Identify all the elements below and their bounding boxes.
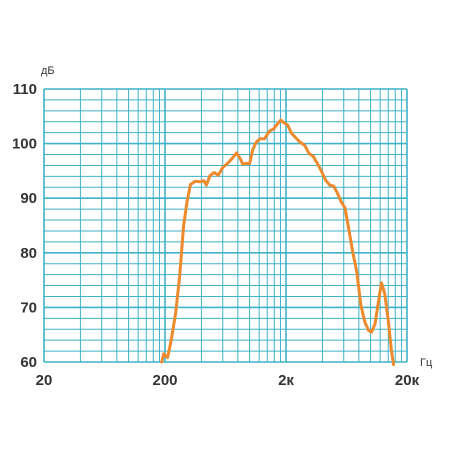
series-layer [160,118,396,367]
y-tick-label: 110 [13,81,37,98]
y-tick-label: 90 [20,190,37,207]
y-tick-label: 80 [20,245,37,262]
x-tick-label: 200 [152,372,177,389]
x-tick-label: 2к [278,372,294,389]
y-tick-label: 70 [20,299,37,316]
axis-labels: 60 70 80 90 100 110 20 200 2к 20к дБ Гц [12,65,433,389]
x-tick-label: 20 [36,372,53,389]
x-tick-label: 20к [395,372,420,389]
y-tick-label: 100 [12,136,37,153]
response-curve [160,118,396,367]
y-tick-label: 60 [20,354,37,371]
x-unit-label: Гц [420,357,433,369]
y-unit-label: дБ [41,65,55,77]
